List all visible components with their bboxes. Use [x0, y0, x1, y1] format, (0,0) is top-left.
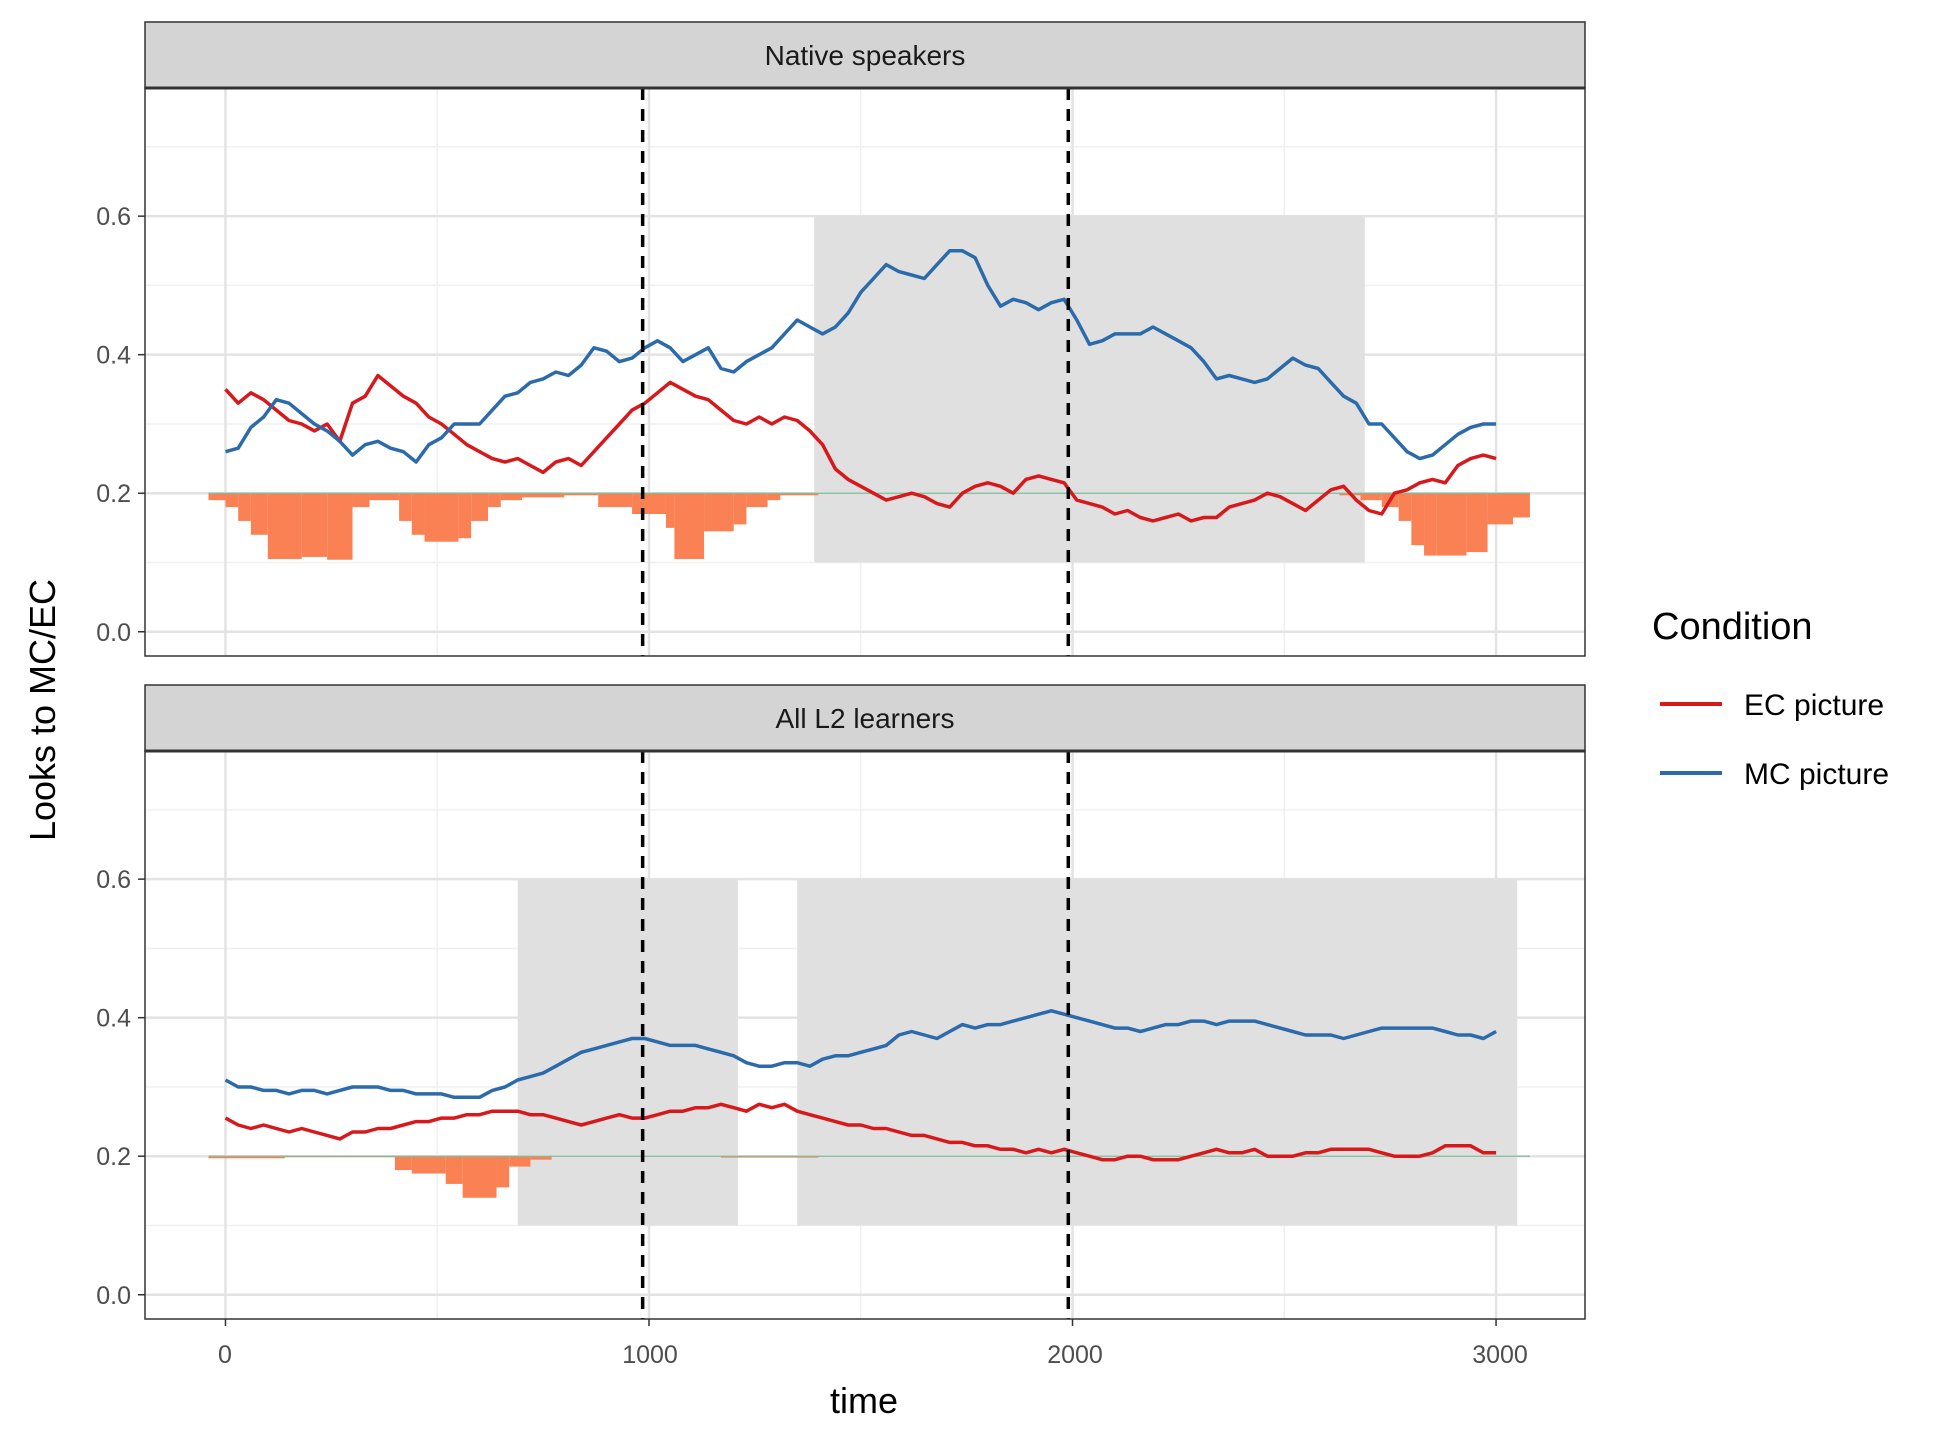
difference-bar [462, 1156, 497, 1198]
difference-bar [411, 493, 425, 535]
difference-bar [327, 493, 353, 560]
difference-bar [500, 493, 522, 501]
difference-bar [369, 493, 400, 501]
x-axis: 0 1000 2000 3000 time [218, 1319, 1528, 1421]
difference-bar [238, 493, 251, 521]
y-tick-label: 0.0 [96, 1282, 131, 1310]
x-axis-title: time [830, 1380, 898, 1421]
panel: All L2 learners 0.0 0.2 0.4 0.6 [96, 684, 1586, 1320]
y-tick-label: 0.4 [96, 1005, 131, 1033]
difference-bar [632, 493, 666, 514]
difference-bar [1360, 493, 1382, 501]
difference-bar [530, 1156, 552, 1160]
difference-bar [1436, 493, 1467, 556]
difference-bar [521, 493, 565, 498]
panel: Native speakers 0.0 0.2 0.4 0.6 [96, 21, 1586, 657]
difference-bar [445, 1156, 463, 1184]
difference-bar [1398, 493, 1412, 521]
legend-label-mc: MC picture [1744, 758, 1889, 791]
series-line-mc [224, 1009, 1497, 1100]
panel-border [144, 750, 1586, 1320]
series-line-mc [225, 249, 1497, 464]
difference-bar [225, 493, 239, 508]
difference-bar [208, 1156, 285, 1159]
difference-bar [399, 493, 412, 521]
y-axis-title: Looks to MC/EC [22, 579, 63, 841]
x-tick-label: 2000 [1047, 1341, 1103, 1369]
difference-bar [746, 493, 768, 508]
y-tick-label: 0.0 [96, 619, 131, 647]
difference-bar [780, 493, 819, 496]
y-tick-label: 0.2 [96, 1143, 131, 1171]
difference-bar [721, 1156, 819, 1158]
difference-bar [424, 493, 459, 542]
series-line-ec [224, 1102, 1497, 1162]
x-tick-marks [224, 1319, 1497, 1326]
significance-region [517, 879, 738, 1226]
legend-title: Condition [1652, 606, 1813, 648]
y-tick-label: 0.4 [96, 342, 131, 370]
y-tick-label: 0.2 [96, 480, 131, 508]
strip-background [144, 21, 1586, 89]
difference-bar [733, 493, 747, 525]
difference-bar [1466, 493, 1488, 553]
x-tick-label: 3000 [1472, 1341, 1528, 1369]
difference-bar [1411, 493, 1425, 546]
difference-bar [394, 1156, 412, 1171]
difference-bar [767, 493, 781, 501]
difference-bar [267, 493, 302, 560]
difference-bar [458, 493, 472, 539]
series-line-ec [224, 373, 1497, 523]
significance-region [797, 879, 1518, 1226]
difference-bar [1424, 493, 1437, 556]
difference-bar [674, 493, 705, 560]
difference-bar [509, 1156, 531, 1167]
difference-bar [665, 493, 675, 528]
panel-strip-label: Native speakers [765, 40, 966, 71]
difference-bar [598, 493, 633, 508]
difference-bar [496, 1156, 510, 1188]
difference-bar [471, 493, 489, 521]
x-tick-label: 0 [218, 1341, 232, 1369]
difference-bar [1513, 493, 1530, 518]
difference-bar [250, 493, 268, 535]
difference-bar [564, 493, 599, 496]
difference-bar [352, 493, 370, 508]
x-tick-label: 1000 [622, 1341, 678, 1369]
y-tick-label: 0.6 [96, 866, 131, 894]
y-tick-label: 0.6 [96, 203, 131, 231]
difference-bar [488, 493, 501, 508]
significance-region [814, 216, 1365, 563]
difference-bar [301, 493, 328, 557]
panel-strip-label: All L2 learners [776, 703, 955, 734]
difference-bar [208, 493, 226, 501]
difference-bar [1487, 493, 1513, 525]
difference-bar [411, 1156, 446, 1174]
legend: Condition EC picture MC picture [1652, 606, 1889, 791]
legend-label-ec: EC picture [1744, 689, 1884, 722]
strip-background [144, 684, 1586, 752]
panel-border [144, 87, 1586, 657]
difference-bar [704, 493, 734, 532]
